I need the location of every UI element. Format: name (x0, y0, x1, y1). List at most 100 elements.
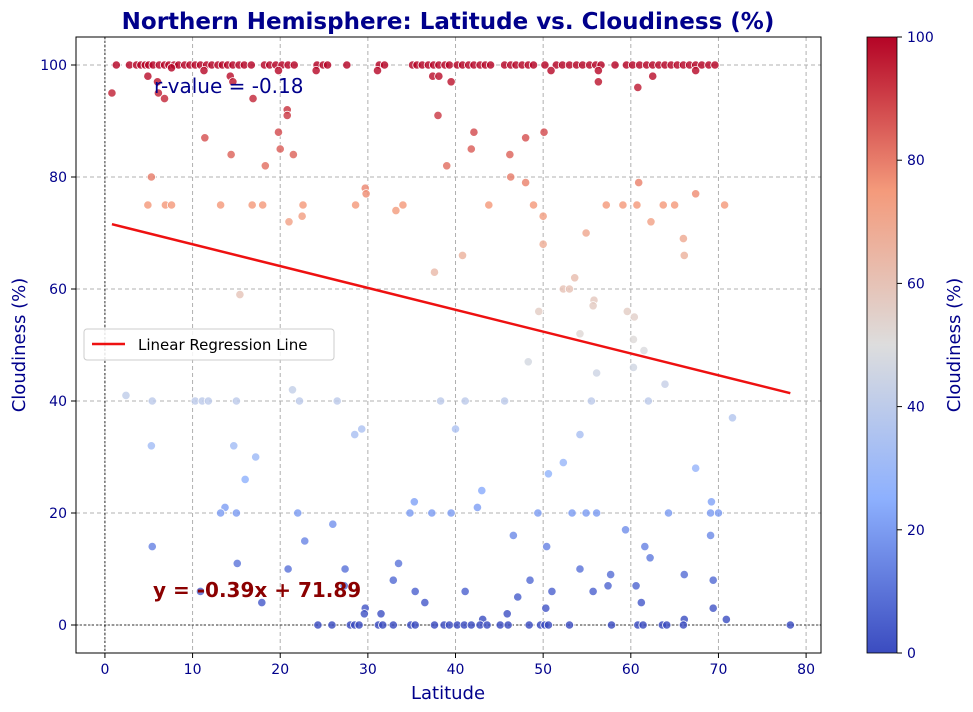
data-point (429, 267, 440, 277)
data-point (679, 569, 689, 580)
data-point (592, 508, 602, 518)
legend-box (83, 328, 335, 361)
data-point (705, 530, 716, 541)
x-tick-label: 10 (184, 662, 202, 678)
data-point (482, 620, 492, 630)
data-point (354, 620, 364, 630)
data-point (564, 620, 575, 630)
data-point (434, 71, 444, 81)
data-point (466, 620, 476, 630)
data-point (541, 603, 551, 613)
data-point (628, 362, 639, 372)
x-tick-label: 0 (100, 662, 109, 678)
data-point (350, 429, 360, 440)
data-point (663, 508, 674, 518)
data-point (391, 206, 401, 216)
data-point (543, 620, 554, 630)
data-point (246, 60, 256, 70)
data-point (538, 239, 548, 249)
data-point (713, 508, 724, 518)
data-point (260, 161, 270, 171)
colorbar: 0 20 40 60 80 100 Cloudiness (%) (866, 30, 965, 662)
data-point (410, 620, 420, 630)
data-point (581, 508, 591, 518)
data-point (195, 586, 206, 597)
data-point (606, 569, 616, 580)
data-point (240, 474, 250, 484)
data-point (502, 609, 512, 619)
data-point (528, 60, 539, 70)
data-point (327, 620, 337, 630)
y-tick-label: 60 (49, 282, 67, 298)
data-point (450, 424, 461, 434)
colorbar-tick-label: 100 (907, 30, 934, 46)
data-point (342, 60, 352, 70)
data-point (258, 200, 268, 210)
x-tick-label: 30 (359, 662, 377, 678)
data-point (293, 508, 303, 518)
data-point (388, 575, 398, 585)
colorbar-ticks: 0 20 40 60 80 100 (897, 30, 934, 662)
data-point (248, 94, 258, 104)
y-tick-label: 20 (49, 506, 67, 522)
data-point (297, 211, 307, 221)
data-point (247, 200, 257, 210)
data-point (166, 200, 177, 210)
colorbar-tick-label: 80 (907, 153, 925, 169)
x-tick-label: 70 (710, 662, 728, 678)
data-point (322, 60, 333, 70)
data-point (643, 396, 653, 406)
data-point (505, 150, 515, 160)
data-point (477, 485, 487, 496)
data-point (691, 189, 701, 199)
data-point (153, 88, 163, 98)
data-point (543, 469, 554, 479)
chart-title: Northern Hemisphere: Latitude vs. Cloudi… (122, 9, 775, 35)
data-point (525, 575, 535, 585)
x-tick-label: 40 (447, 662, 465, 678)
data-point (460, 586, 470, 597)
y-axis-ticks: 0 20 40 60 80 100 (40, 58, 76, 634)
data-point (628, 334, 639, 344)
data-point (398, 200, 408, 210)
data-point (645, 553, 655, 563)
data-point (332, 396, 342, 406)
colorbar-tick-label: 40 (907, 400, 925, 416)
data-point (200, 133, 210, 143)
data-point (727, 413, 738, 423)
data-point (523, 357, 533, 367)
legend-label: Linear Regression Line (138, 336, 307, 354)
data-point (533, 508, 543, 518)
data-point (111, 60, 121, 70)
data-point (542, 541, 552, 552)
data-point (442, 161, 452, 171)
data-point (570, 273, 580, 283)
data-point (409, 497, 419, 507)
data-point (705, 508, 716, 518)
data-point (485, 60, 496, 70)
data-point (466, 144, 476, 154)
data-point (273, 127, 284, 137)
data-point (610, 60, 620, 70)
plot-frame (75, 36, 822, 654)
data-point (593, 66, 603, 76)
data-point (147, 396, 157, 406)
data-point (670, 200, 680, 210)
data-point (513, 592, 523, 602)
data-point (521, 178, 531, 188)
data-point (231, 508, 241, 518)
data-point (636, 597, 646, 608)
data-point (629, 312, 639, 322)
data-point (228, 77, 238, 87)
data-point (508, 530, 518, 541)
data-point (588, 301, 598, 311)
colorbar-tick-label: 20 (907, 523, 925, 539)
data-point (678, 620, 688, 630)
data-point (410, 586, 420, 597)
data-point (503, 620, 513, 630)
data-point (567, 508, 577, 518)
data-point (593, 77, 603, 87)
data-point (708, 575, 718, 585)
data-point (257, 597, 267, 608)
